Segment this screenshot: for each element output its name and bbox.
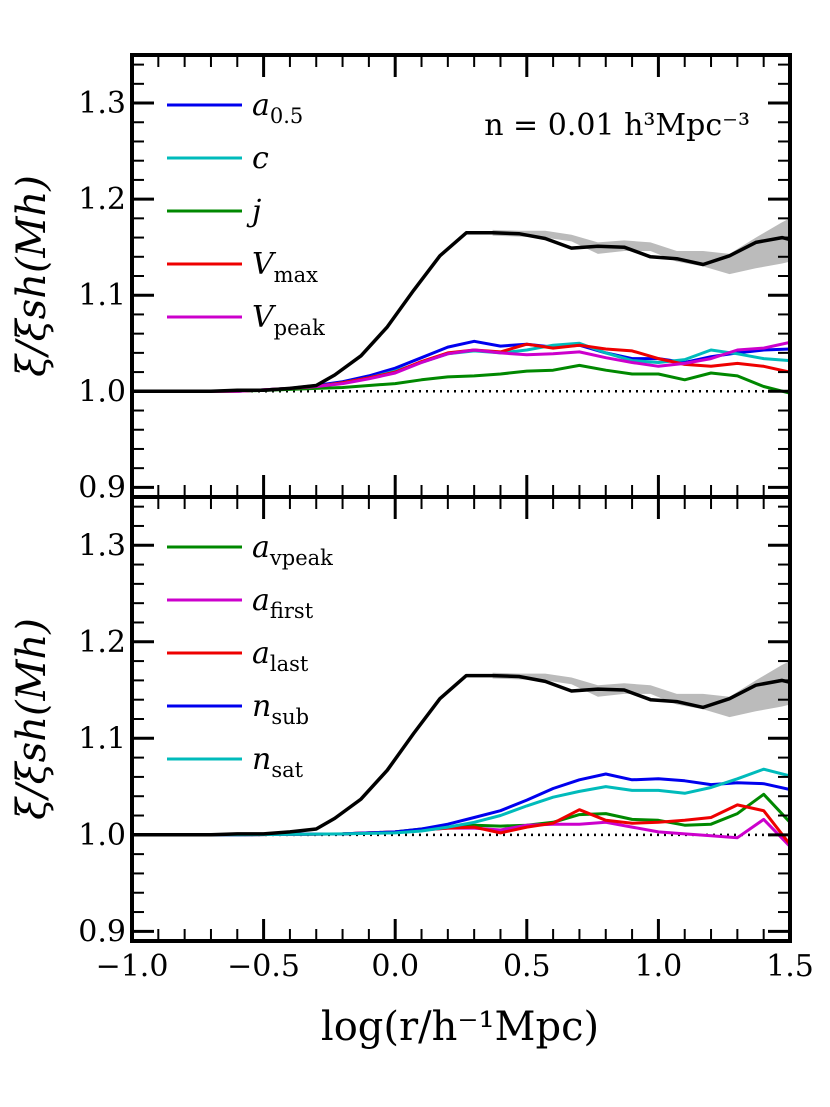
legend-subscript: 0.5 <box>270 104 303 128</box>
legend-label: Vpeak <box>252 300 325 340</box>
series-line-j <box>132 363 790 395</box>
legend-subscript: last <box>270 652 309 676</box>
x-tick-label: 1.0 <box>635 949 683 984</box>
y-tick-label: 0.9 <box>78 470 126 505</box>
series-line-n-sat <box>132 767 790 837</box>
y-tick-label: 1.0 <box>78 818 126 853</box>
y-tick-label: 1.0 <box>78 374 126 409</box>
x-tick-label: −0.5 <box>227 949 300 984</box>
legend-label: afirst <box>252 583 314 623</box>
legend-label: nsub <box>252 689 309 729</box>
legend-subscript: max <box>274 263 318 287</box>
y-tick-label: 1.3 <box>78 528 126 563</box>
baseline-line <box>132 673 790 837</box>
y-tick-label: 1.2 <box>78 625 126 660</box>
bottom-panel: 0.9 1.0 1.1 1.2 1.3 −1.0 −0.5 0.0 0.5 1.0 1.5 ξ/ξsh… <box>9 495 814 984</box>
x-tick-label: 1.5 <box>766 949 814 984</box>
legend-subscript: vpeak <box>269 546 333 570</box>
x-tick-label: −1.0 <box>96 949 169 984</box>
legend-label: c <box>252 141 269 176</box>
legend-subscript: sat <box>271 758 303 782</box>
panel-frame <box>130 495 792 943</box>
x-axis-label: log(r/h⁻¹Mpc) <box>321 1004 599 1050</box>
y-tick-label: 1.3 <box>78 86 126 121</box>
y-tick-label: 1.1 <box>78 278 126 313</box>
series-line-V-peak <box>132 340 790 393</box>
plot-area <box>132 218 790 395</box>
top-panel: 0.9 1.0 1.1 1.2 1.3 ξ/ξsh(Mh) n = 0.01 h³Mpc⁻³… <box>9 53 792 505</box>
density-annotation: n = 0.01 h³Mpc⁻³ <box>484 108 750 143</box>
x-tick-label: 0.5 <box>503 949 551 984</box>
y-tick-label: 1.1 <box>78 721 126 756</box>
legend-label: Vmax <box>252 247 318 287</box>
plot-area <box>132 661 790 848</box>
y-axis-label: ξ/ξsh(Mh) <box>9 618 55 820</box>
baseline-line <box>132 231 790 394</box>
legend-subscript: sub <box>271 705 309 729</box>
y-tick-label: 0.9 <box>78 914 126 949</box>
y-tick-label: 1.2 <box>78 182 126 217</box>
y-axis-label: ξ/ξsh(Mh) <box>9 175 55 377</box>
legend-label: j <box>246 194 261 229</box>
legend-label: alast <box>252 636 309 676</box>
x-tick-label: 0.0 <box>371 949 419 984</box>
legend-label: a0.5 <box>252 88 303 128</box>
legend-subscript: first <box>270 599 314 623</box>
legend-label: avpeak <box>252 530 333 570</box>
legend-label: nsat <box>252 742 304 782</box>
legend-subscript: peak <box>274 316 325 340</box>
